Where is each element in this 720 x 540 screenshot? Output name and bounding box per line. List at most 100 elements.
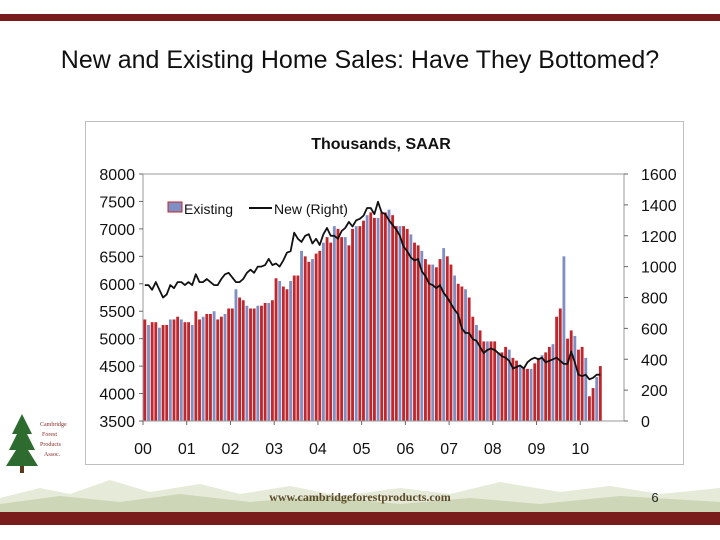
existing-bar bbox=[580, 346, 584, 421]
logo-line-3: Products bbox=[40, 442, 62, 448]
pine-tree-icon bbox=[6, 414, 38, 473]
existing-bar bbox=[577, 349, 580, 421]
existing-bar bbox=[555, 316, 559, 421]
right-axis-tick-label: 1400 bbox=[641, 198, 677, 215]
legend-label-existing: Existing bbox=[184, 201, 233, 217]
existing-bar bbox=[467, 297, 471, 421]
slide-title: New and Existing Home Sales: Have They B… bbox=[60, 46, 660, 74]
existing-bar bbox=[285, 289, 289, 421]
x-axis-tick-label: 07 bbox=[440, 441, 458, 458]
legend-label-new: New (Right) bbox=[274, 201, 348, 217]
existing-bar bbox=[493, 341, 497, 421]
x-axis-tick-label: 00 bbox=[134, 441, 152, 458]
legend-swatch-existing bbox=[167, 201, 183, 213]
existing-bar bbox=[598, 366, 602, 421]
existing-bar bbox=[391, 215, 395, 421]
existing-bar bbox=[172, 319, 176, 421]
existing-bar bbox=[453, 275, 457, 421]
existing-bar bbox=[402, 226, 405, 421]
x-axis-tick-label: 04 bbox=[309, 441, 327, 458]
existing-bar bbox=[584, 357, 588, 421]
logo-line-2: Forest bbox=[42, 432, 57, 438]
logo-line-1: Cambridge bbox=[40, 422, 67, 428]
existing-bar bbox=[587, 396, 591, 421]
existing-bar bbox=[558, 308, 562, 421]
existing-bar bbox=[230, 308, 234, 421]
existing-bar bbox=[511, 357, 515, 421]
existing-bar bbox=[238, 297, 242, 421]
existing-bar bbox=[161, 324, 165, 421]
existing-bar bbox=[544, 352, 548, 421]
right-axis-tick-label: 1200 bbox=[641, 229, 677, 246]
existing-sales-bars bbox=[143, 209, 602, 421]
existing-bar bbox=[278, 281, 282, 421]
existing-bar bbox=[456, 283, 460, 421]
existing-bar bbox=[489, 341, 493, 421]
existing-bar bbox=[595, 377, 599, 421]
existing-bar bbox=[424, 259, 427, 421]
existing-bar bbox=[500, 352, 504, 421]
existing-bar bbox=[260, 305, 263, 421]
existing-bar bbox=[198, 319, 201, 421]
right-axis-tick-label: 400 bbox=[641, 352, 668, 369]
chart-legend: Existing New (Right) bbox=[167, 201, 348, 217]
existing-bar bbox=[504, 346, 508, 421]
existing-bar bbox=[212, 311, 216, 421]
existing-bar bbox=[223, 313, 227, 421]
existing-bar bbox=[314, 253, 318, 421]
existing-bar bbox=[431, 264, 435, 421]
existing-bar bbox=[383, 212, 387, 421]
existing-bar bbox=[427, 264, 431, 421]
x-axis-tick-label: 09 bbox=[528, 441, 546, 458]
existing-bar bbox=[216, 319, 220, 421]
existing-bar bbox=[296, 275, 300, 421]
chart-title: Thousands, SAAR bbox=[311, 136, 451, 153]
left-axis-tick-label: 8000 bbox=[99, 167, 135, 184]
existing-bar bbox=[307, 261, 311, 421]
existing-bar bbox=[209, 313, 212, 421]
company-logo: Cambridge Forest Products Assoc. bbox=[6, 414, 67, 473]
existing-bar bbox=[482, 341, 486, 421]
footer-url: www.cambridgeforestproducts.com bbox=[269, 490, 451, 504]
existing-bar bbox=[154, 322, 158, 421]
existing-bar bbox=[533, 363, 537, 421]
existing-bar bbox=[274, 278, 278, 421]
existing-bar bbox=[179, 319, 183, 421]
existing-bar bbox=[289, 281, 293, 421]
x-axis-tick-label: 10 bbox=[571, 441, 589, 458]
existing-bar bbox=[522, 368, 526, 421]
existing-bar bbox=[358, 226, 362, 421]
existing-bar bbox=[332, 226, 336, 421]
existing-bar bbox=[205, 313, 209, 421]
existing-bar bbox=[227, 308, 231, 421]
left-axis-tick-label: 3500 bbox=[99, 414, 135, 431]
top-brand-bar bbox=[0, 14, 720, 21]
x-axis-tick-label: 02 bbox=[222, 441, 240, 458]
existing-bar bbox=[369, 212, 373, 421]
home-sales-chart: Thousands, SAAR 800075007000650060005500… bbox=[99, 136, 677, 458]
existing-bar bbox=[562, 256, 566, 421]
existing-bar bbox=[405, 228, 409, 421]
x-axis-tick-label: 05 bbox=[353, 441, 371, 458]
left-axis-tick-label: 7000 bbox=[99, 222, 135, 239]
existing-bar bbox=[325, 237, 329, 421]
x-axis-tick-label: 01 bbox=[178, 441, 196, 458]
existing-bar bbox=[464, 289, 467, 421]
existing-bar bbox=[496, 352, 500, 421]
existing-bar bbox=[591, 388, 595, 421]
existing-bar bbox=[158, 327, 161, 421]
existing-bar bbox=[336, 228, 340, 421]
existing-bar bbox=[398, 226, 402, 421]
existing-bar bbox=[420, 250, 424, 421]
existing-bar bbox=[438, 259, 442, 421]
existing-bar bbox=[442, 248, 446, 421]
right-axis-tick-label: 200 bbox=[641, 383, 668, 400]
existing-bar bbox=[434, 267, 438, 421]
new-sales-line-group bbox=[144, 200, 601, 381]
existing-bar bbox=[536, 357, 540, 421]
x-axis-tick-label: 06 bbox=[396, 441, 414, 458]
existing-bar bbox=[413, 242, 416, 421]
existing-bar bbox=[449, 264, 453, 421]
existing-bar bbox=[471, 316, 475, 421]
existing-bar bbox=[321, 242, 325, 421]
